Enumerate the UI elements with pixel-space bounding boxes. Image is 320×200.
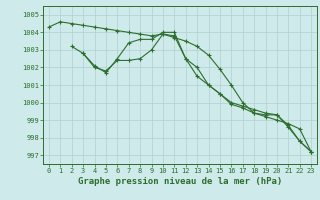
- X-axis label: Graphe pression niveau de la mer (hPa): Graphe pression niveau de la mer (hPa): [78, 177, 282, 186]
